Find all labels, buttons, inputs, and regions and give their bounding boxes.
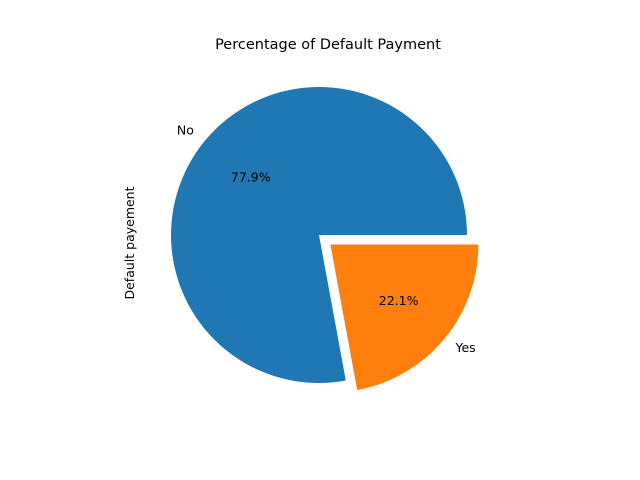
slice-percent-yes: 22.1% [379, 293, 419, 308]
slice-label-no: No [177, 122, 194, 137]
pie-slice-yes [330, 244, 479, 391]
y-axis-label: Default payement [122, 186, 137, 299]
pie-slices [171, 87, 479, 391]
chart-title: Percentage of Default Payment [215, 37, 441, 53]
pie-slice-no [171, 87, 468, 383]
pie-labels: No 77.9% Yes 22.1% [177, 122, 476, 355]
slice-label-yes: Yes [454, 340, 475, 355]
slice-percent-no: 77.9% [231, 170, 271, 185]
